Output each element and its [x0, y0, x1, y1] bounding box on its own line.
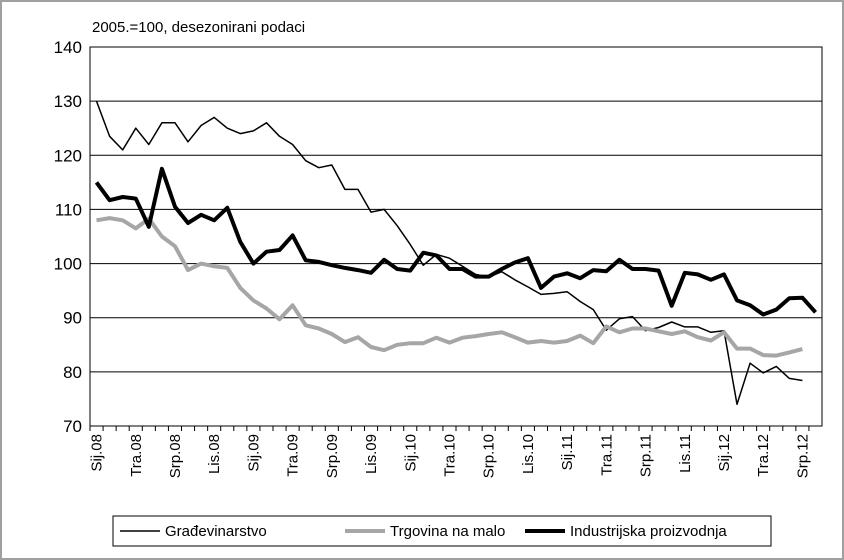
x-tick-label: Lis.08: [206, 434, 223, 474]
y-tick-label: 80: [63, 363, 82, 382]
x-tick-label: Sij.08: [89, 434, 106, 472]
x-tick-label: Sij.10: [402, 434, 419, 472]
x-tick-label: Srp.09: [324, 434, 341, 478]
x-tick-label: Srp.10: [481, 434, 498, 478]
x-tick-label: Sij.11: [559, 434, 576, 470]
x-tick-label: Sij.12: [716, 434, 733, 472]
x-tick-label: Tra.10: [441, 434, 458, 477]
legend-label: Trgovina na malo: [390, 523, 505, 540]
x-tick-label: Srp.08: [167, 434, 184, 478]
x-tick-label: Srp.12: [794, 434, 811, 478]
x-tick-label: Lis.10: [520, 434, 537, 474]
series-line: [96, 216, 803, 358]
x-tick-label: Sij.09: [245, 434, 262, 472]
x-tick-label: Tra.11: [598, 434, 615, 476]
x-tick-label: Lis.11: [677, 434, 694, 473]
y-tick-label: 100: [54, 255, 82, 274]
y-tick-label: 120: [54, 146, 82, 165]
x-tick-label: Tra.12: [755, 434, 772, 477]
x-tick-label: Tra.09: [285, 434, 302, 477]
y-tick-label: 130: [54, 92, 82, 111]
y-tick-label: 110: [55, 200, 82, 219]
y-tick-label: 140: [54, 38, 82, 57]
x-tick-label: Srp.11: [638, 434, 655, 477]
series-line: [94, 166, 817, 317]
chart-subtitle: 2005.=100, desezonirani podaci: [92, 19, 305, 36]
y-tick-label: 70: [63, 417, 82, 436]
x-tick-label: Lis.09: [363, 434, 380, 474]
legend-label: Građevinarstvo: [165, 523, 267, 540]
x-tick-label: Tra.08: [128, 434, 145, 477]
series-line: [95, 100, 803, 406]
legend-box: [112, 515, 772, 547]
y-tick-label: 90: [63, 309, 82, 328]
legend-label: Industrijska proizvodnja: [570, 523, 727, 540]
